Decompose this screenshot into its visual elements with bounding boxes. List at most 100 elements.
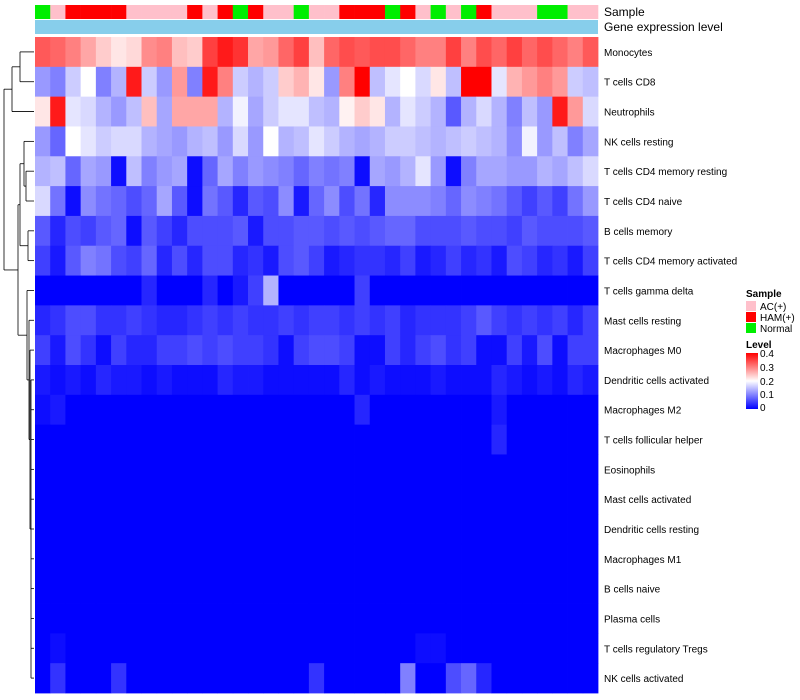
heatmap-cell <box>80 335 97 366</box>
heatmap-cell <box>430 543 447 575</box>
heatmap-cell <box>278 365 295 396</box>
heatmap-cell <box>187 514 203 545</box>
heatmap-cell <box>445 275 462 306</box>
heatmap-cell <box>491 215 508 247</box>
heatmap-cell <box>248 305 264 336</box>
heatmap-cell <box>400 66 416 98</box>
heatmap-cell <box>202 454 218 485</box>
heatmap-cell <box>521 156 538 187</box>
heatmap-cell <box>232 394 249 426</box>
heatmap-cell <box>339 66 355 98</box>
heatmap-cell <box>430 394 447 426</box>
heatmap-cell <box>369 215 386 247</box>
heatmap-cell <box>476 633 492 664</box>
heatmap-cell <box>506 335 523 366</box>
heatmap-cell <box>582 454 599 485</box>
heatmap-cell <box>202 37 218 68</box>
heatmap-cell <box>95 603 112 634</box>
heatmap-cell <box>35 633 51 664</box>
row-label: NK cells resting <box>604 137 673 148</box>
heatmap-cell <box>476 514 492 545</box>
heatmap-cell <box>95 37 112 68</box>
heatmap-cell <box>80 573 97 604</box>
heatmap-cell <box>171 305 188 336</box>
heatmap-cell <box>217 603 234 634</box>
heatmap-cell <box>384 454 401 485</box>
heatmap-cell <box>537 394 553 426</box>
heatmap-cell <box>217 305 234 336</box>
heatmap-cell <box>400 603 416 634</box>
heatmap-cell <box>339 156 355 187</box>
heatmap-cell <box>50 365 66 396</box>
heatmap-cell <box>35 663 51 694</box>
heatmap-cell <box>537 335 553 366</box>
heatmap-cell <box>80 186 97 217</box>
heatmap-cell <box>35 156 51 187</box>
heatmap-cell <box>415 633 432 664</box>
heatmap-cell <box>445 454 462 485</box>
heatmap-cell <box>445 663 462 694</box>
heatmap-cell <box>111 603 127 634</box>
heatmap-cell <box>430 275 447 306</box>
heatmap-cell <box>126 66 142 98</box>
heatmap-cell <box>461 305 477 336</box>
heatmap-cell <box>293 543 310 575</box>
heatmap-cell <box>339 633 355 664</box>
heatmap-cell <box>202 66 218 98</box>
heatmap-cell <box>187 156 203 187</box>
heatmap-cell <box>80 484 97 515</box>
heatmap-cell <box>65 66 82 98</box>
heatmap-cell <box>293 603 310 634</box>
heatmap-cell <box>217 573 234 604</box>
heatmap-cell <box>552 514 568 545</box>
heatmap-cell <box>415 126 432 157</box>
heatmap-cell <box>141 633 158 664</box>
heatmap-cell <box>506 275 523 306</box>
heatmap-cell <box>308 275 325 306</box>
heatmap-cell <box>293 66 310 98</box>
heatmap-cell <box>187 37 203 68</box>
heatmap-cell <box>141 484 158 515</box>
heatmap-cell <box>324 603 340 634</box>
heatmap-cell <box>506 514 523 545</box>
heatmap-cell <box>278 633 295 664</box>
heatmap-cell <box>232 96 249 127</box>
heatmap-cell <box>65 275 82 306</box>
heatmap-cell <box>369 633 386 664</box>
row-label: T cells gamma delta <box>604 286 694 297</box>
heatmap-cell <box>369 66 386 98</box>
heatmap-cell <box>384 663 401 694</box>
heatmap-cell <box>415 96 432 127</box>
row-dendrogram <box>3 51 34 679</box>
heatmap-cell <box>476 156 492 187</box>
heatmap-cell <box>35 543 51 575</box>
heatmap-cell <box>384 37 401 68</box>
heatmap-cell <box>126 275 142 306</box>
heatmap-cell <box>187 365 203 396</box>
heatmap-cell <box>202 573 218 604</box>
heatmap-cell <box>156 335 173 366</box>
heatmap-cell <box>187 454 203 485</box>
heatmap-cell <box>552 96 568 127</box>
heatmap-cell <box>278 424 295 455</box>
sample-annotation-cell <box>369 5 386 19</box>
sample-annotation-cell <box>217 5 234 19</box>
heatmap-cell <box>445 514 462 545</box>
heatmap-cell <box>537 603 553 634</box>
heatmap-cell <box>369 275 386 306</box>
heatmap-cell <box>476 305 492 336</box>
heatmap-cell <box>171 454 188 485</box>
heatmap-cell <box>50 275 66 306</box>
heatmap-cell <box>263 603 279 634</box>
heatmap-cell <box>537 126 553 157</box>
heatmap-cell <box>476 66 492 98</box>
heatmap-cell <box>232 633 249 664</box>
heatmap-cell <box>339 394 355 426</box>
heatmap-cell <box>202 424 218 455</box>
heatmap-cell <box>278 603 295 634</box>
heatmap-cell <box>567 66 584 98</box>
heatmap-cell <box>537 543 553 575</box>
heatmap-cell <box>187 663 203 694</box>
heatmap-cell <box>156 394 173 426</box>
heatmap-cell <box>552 484 568 515</box>
